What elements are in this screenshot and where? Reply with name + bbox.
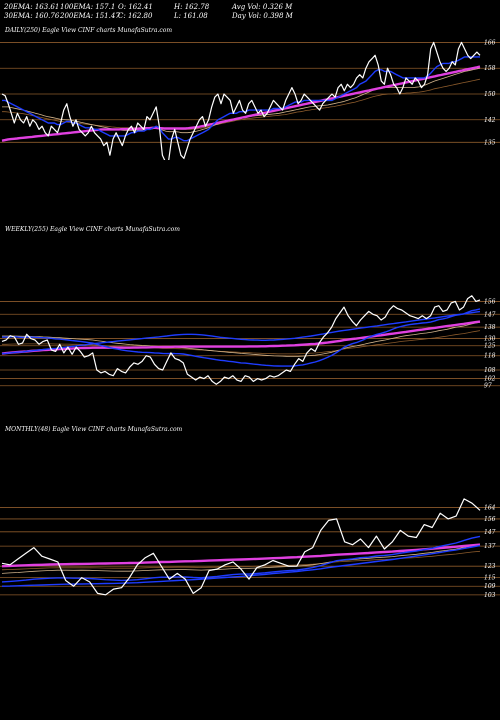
stat-item: 100EMA: 157.1 bbox=[60, 3, 116, 11]
tick-label: 156 bbox=[484, 516, 496, 523]
tick-label: 158 bbox=[484, 65, 496, 72]
stat-item: H: 162.78 bbox=[174, 3, 210, 11]
price-series-line bbox=[1, 41, 481, 160]
tick-label: 135 bbox=[484, 139, 496, 146]
stat-item: C: 162.80 bbox=[118, 12, 153, 20]
tick-label: 166 bbox=[484, 39, 496, 46]
price-series-line bbox=[1, 498, 481, 596]
ema-short-series-line bbox=[2, 56, 480, 142]
tick-label: 125 bbox=[484, 343, 496, 350]
daily-chart-panel: 166 158 150 142 135 DAILY(250) Eagle View CI… bbox=[0, 24, 500, 160]
tick-label: 115 bbox=[484, 575, 496, 582]
stat-item: Avg Vol: 0.326 M bbox=[232, 3, 293, 11]
monthly-chart-panel: 164 156 147 137 123 115 109 103 MONTHLY(48) Eag… bbox=[0, 420, 500, 610]
tick-label: 137 bbox=[484, 543, 496, 550]
tick-label: 156 bbox=[484, 298, 496, 305]
tick-label: 103 bbox=[484, 592, 496, 599]
tick-label: 130 bbox=[484, 336, 496, 343]
weekly-chart-panel: 156 147 138 130 125 118 108 102 97 WEEKLY(255) E… bbox=[0, 220, 500, 396]
tick-label: 118 bbox=[484, 353, 496, 360]
monthly-chart-title: MONTHLY(48) Eagle View CINF charts Munaf… bbox=[5, 426, 183, 433]
daily-chart-svg: 166 158 150 142 135 bbox=[0, 39, 500, 160]
daily-chart-title: DAILY(250) Eagle View CINF charts Munafa… bbox=[5, 27, 173, 34]
ema-blue2-series-line bbox=[1, 310, 481, 355]
stat-item: L: 161.08 bbox=[174, 12, 208, 20]
tick-label: 142 bbox=[484, 117, 496, 124]
tick-label: 150 bbox=[484, 91, 496, 98]
tick-label: 138 bbox=[484, 324, 496, 331]
stat-item: Day Vol: 0.398 M bbox=[232, 12, 293, 20]
stat-item: 20EMA: 163.61 bbox=[4, 3, 60, 11]
ema-long-series-line bbox=[1, 320, 481, 355]
stat-item: 30EMA: 160.76 bbox=[4, 12, 60, 20]
stat-item: 200EMA: 151.47 bbox=[60, 12, 120, 20]
stat-item: O: 162.41 bbox=[118, 3, 153, 11]
ema-blue2-series-line bbox=[1, 544, 481, 587]
tick-label: 97 bbox=[484, 383, 492, 390]
tick-label: 164 bbox=[484, 504, 496, 511]
tick-label: 147 bbox=[484, 529, 496, 536]
weekly-chart-title: WEEKLY(255) Eagle View CINF charts Munaf… bbox=[5, 226, 180, 233]
ema-short-series-line bbox=[2, 308, 481, 367]
tick-label: 109 bbox=[484, 583, 496, 590]
tick-label: 123 bbox=[484, 563, 496, 570]
ema-light-series-line bbox=[2, 321, 481, 357]
tick-label: 102 bbox=[484, 376, 496, 383]
tick-label: 147 bbox=[484, 311, 496, 318]
stats-header: 20EMA: 163.61 100EMA: 157.1 O: 162.41 H: 16… bbox=[0, 0, 500, 24]
ema-long-series-line bbox=[1, 543, 481, 568]
tick-label: 108 bbox=[484, 367, 496, 374]
price-series-line bbox=[1, 295, 481, 385]
